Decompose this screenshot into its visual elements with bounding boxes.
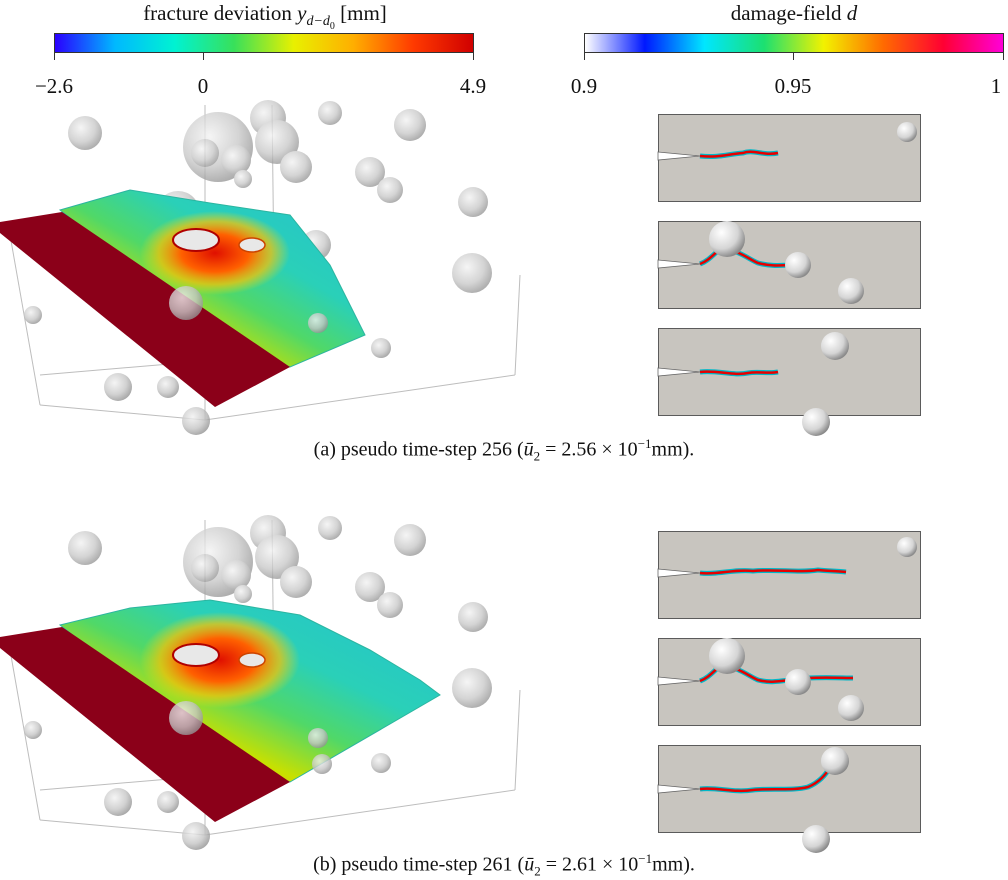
- colorbar-title-var: y: [297, 1, 307, 25]
- tick-mark: [793, 53, 794, 60]
- damage-panel-a2: [657, 221, 921, 309]
- tick-label: −2.6: [34, 74, 74, 98]
- caption-a: (a) pseudo time-step 256 (ū2 = 2.56 × 10…: [0, 436, 1008, 465]
- tick-mark: [54, 53, 55, 60]
- damage-panel-b3: [657, 745, 921, 853]
- colorbar-title-text: fracture deviation: [143, 1, 292, 25]
- tick-mark: [203, 53, 204, 60]
- caption-var: ū: [524, 853, 535, 876]
- caption-exp: −1: [638, 851, 653, 866]
- tick-mark: [584, 53, 585, 60]
- caption-unit: mm).: [652, 853, 695, 876]
- colorbar-title-text: damage-field: [730, 1, 842, 25]
- caption-label: (b) pseudo time-step 261 (: [313, 853, 525, 876]
- tick-label: 0: [197, 74, 209, 98]
- caption-sub: 2: [534, 863, 541, 879]
- damage-panel-b2: [657, 638, 921, 726]
- colorbar-title-damage-field: damage-field d: [584, 1, 1004, 26]
- caption-sub: 2: [533, 448, 541, 464]
- caption-var: ū: [523, 438, 534, 461]
- colorbar-title-fracture-deviation: fracture deviation yd−d0 [mm]: [60, 1, 470, 32]
- caption-unit: mm).: [651, 438, 695, 461]
- tick-label: 0.95: [774, 74, 812, 98]
- 3d-fracture-view-b: [0, 515, 521, 850]
- caption-eq: = 2.61 × 10: [540, 853, 639, 876]
- colorbar-title-sub2: 0: [329, 20, 335, 32]
- tick-mark: [1003, 53, 1004, 60]
- damage-panel-a3: [657, 328, 921, 436]
- 3d-fracture-view-a: [0, 100, 521, 435]
- colorbar-title-var: d: [846, 1, 858, 25]
- tick-mark: [473, 53, 474, 60]
- caption-eq: = 2.56 × 10: [540, 438, 638, 461]
- colorbar-title-sub: d−d: [306, 14, 330, 30]
- colorbar-fracture-deviation: [54, 33, 474, 53]
- damage-panel-b1: [657, 531, 921, 619]
- damage-panel-a1: [657, 114, 921, 202]
- caption-b: (b) pseudo time-step 261 (ū2 = 2.61 × 10…: [0, 851, 1008, 880]
- caption-label: (a) pseudo time-step 256 (: [313, 438, 524, 461]
- tick-label: 4.9: [459, 74, 487, 98]
- colorbar-title-unit: [mm]: [340, 1, 387, 25]
- tick-label: 0.9: [570, 74, 598, 98]
- colorbar-damage-field: [584, 33, 1004, 53]
- caption-exp: −1: [637, 436, 652, 451]
- tick-label: 1: [990, 74, 1002, 98]
